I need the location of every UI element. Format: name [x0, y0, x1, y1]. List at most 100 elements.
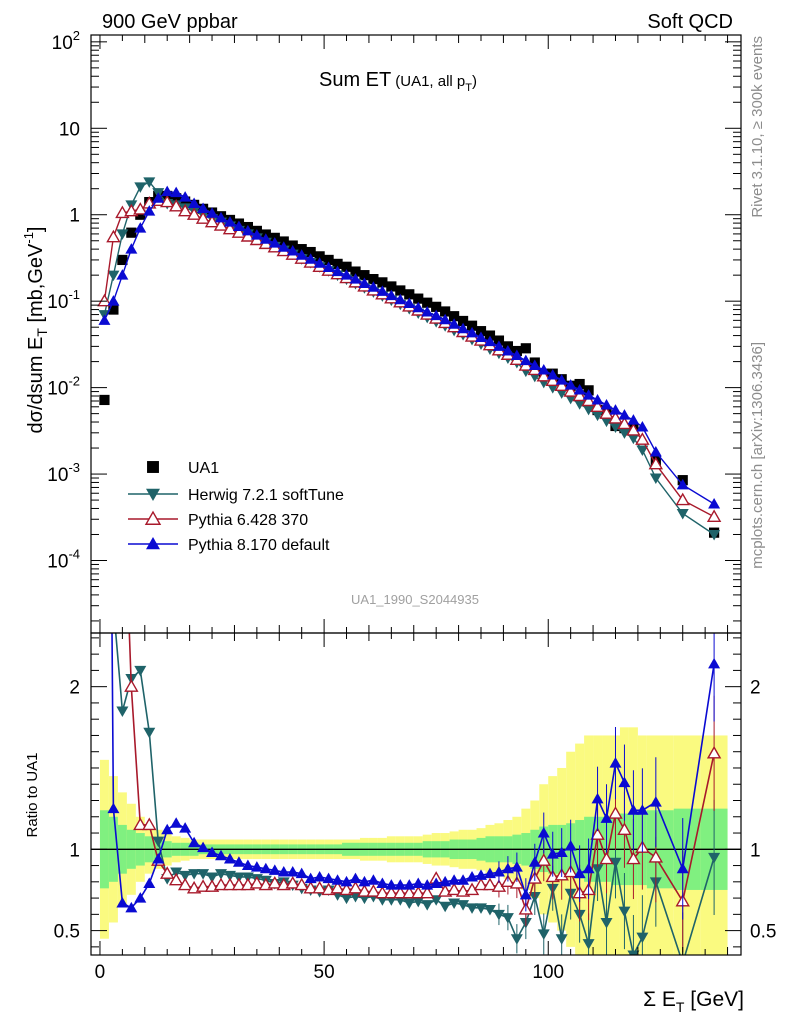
- ratio-point: [152, 836, 165, 848]
- ratio-point: [215, 869, 227, 880]
- main-point: [213, 218, 229, 231]
- main-point: [528, 359, 541, 371]
- ratio-point: [188, 869, 201, 880]
- ratio-point: [188, 836, 201, 848]
- ratio-point: [608, 806, 623, 819]
- main-point: [314, 251, 325, 262]
- ratio-point: [448, 874, 461, 885]
- ratio-y-tick-label: 1: [69, 840, 80, 861]
- main-point: [116, 269, 129, 280]
- ratio-point: [412, 877, 425, 888]
- main-point: [431, 301, 442, 312]
- ratio-point: [107, 802, 120, 814]
- main-point: [413, 293, 424, 304]
- main-point: [368, 274, 379, 285]
- main-point: [600, 398, 613, 410]
- ratio-point: [573, 867, 586, 879]
- ratio-point: [546, 848, 559, 859]
- main-point: [554, 378, 569, 391]
- y-tick-label: 10: [59, 119, 80, 140]
- main-point: [134, 222, 147, 233]
- main-point: [197, 202, 210, 214]
- legend: UA1 Herwig 7.2.1 softTune Pythia 6.428 370…: [128, 460, 344, 554]
- main-point: [430, 309, 443, 321]
- main-point: [107, 270, 120, 282]
- ratio-point: [223, 870, 236, 882]
- main-point: [501, 345, 514, 356]
- main-point: [240, 229, 256, 242]
- ratio-point: [232, 856, 245, 867]
- main-point: [349, 273, 362, 284]
- header-left: 900 GeV ppbar: [102, 11, 238, 33]
- ratio-point: [152, 853, 165, 864]
- y-tick-label: 10-1: [47, 287, 80, 313]
- ratio-point: [648, 850, 664, 863]
- ratio-point: [294, 877, 309, 891]
- main-point: [296, 244, 307, 255]
- main-series-layer: [97, 177, 722, 541]
- ratio-point: [582, 862, 595, 874]
- main-point: [331, 265, 344, 277]
- ratio-point: [439, 875, 452, 887]
- ratio-point: [195, 879, 211, 892]
- x-tick-label: 0: [95, 962, 106, 983]
- main-line-1: [103, 181, 715, 536]
- legend-marker: [147, 461, 159, 473]
- main-point: [204, 214, 220, 228]
- main-point: [305, 246, 316, 258]
- main-point: [675, 492, 690, 506]
- ratio-point: [617, 822, 632, 835]
- ratio-point: [421, 879, 434, 890]
- ratio-point: [215, 849, 227, 861]
- ratio-point: [708, 657, 721, 669]
- main-point: [537, 363, 550, 375]
- ratio-point: [403, 898, 416, 909]
- xlabel: Σ ET [GeV]: [643, 988, 744, 1015]
- legend-marker: [146, 488, 160, 501]
- ratio-point: [412, 896, 425, 908]
- ratio-point: [222, 877, 238, 891]
- ratio-point: [206, 872, 219, 883]
- main-point: [448, 318, 461, 329]
- ratio-point: [676, 862, 689, 874]
- ratio-point: [403, 879, 416, 890]
- main-point: [106, 229, 121, 243]
- main-line-3: [103, 190, 715, 505]
- main-point: [126, 227, 137, 238]
- ratio-point: [143, 727, 156, 739]
- main-point: [599, 406, 614, 419]
- ratio-point: [179, 822, 192, 833]
- main-point: [304, 253, 317, 264]
- main-point: [350, 266, 361, 277]
- legend-label: UA1: [188, 460, 219, 477]
- main-point: [422, 297, 433, 308]
- main-point: [555, 374, 568, 385]
- ratio-point: [457, 900, 470, 911]
- main-point: [403, 297, 416, 308]
- main-point: [609, 422, 622, 434]
- main-point: [572, 388, 587, 402]
- ratio-point: [125, 901, 138, 913]
- ratio-point: [591, 792, 604, 804]
- ratio-point: [116, 896, 129, 908]
- main-point: [466, 326, 479, 338]
- ratio-point: [501, 862, 514, 874]
- ratio-point: [706, 745, 722, 759]
- main-point: [573, 383, 586, 395]
- ratio-point: [161, 823, 174, 835]
- ratio-point: [197, 841, 210, 853]
- ratio-point: [340, 893, 353, 905]
- ratio-point: [312, 880, 327, 894]
- ratio-point: [393, 885, 408, 899]
- ratio-point: [564, 840, 577, 851]
- ratio-point: [259, 862, 272, 874]
- x-tick-label: 50: [314, 962, 335, 983]
- main-point: [676, 508, 689, 520]
- main-point: [591, 410, 604, 422]
- ratio-point: [357, 884, 372, 897]
- main-point: [582, 404, 595, 416]
- main-point: [186, 207, 202, 220]
- ratio-point: [358, 875, 371, 887]
- main-point: [215, 211, 227, 223]
